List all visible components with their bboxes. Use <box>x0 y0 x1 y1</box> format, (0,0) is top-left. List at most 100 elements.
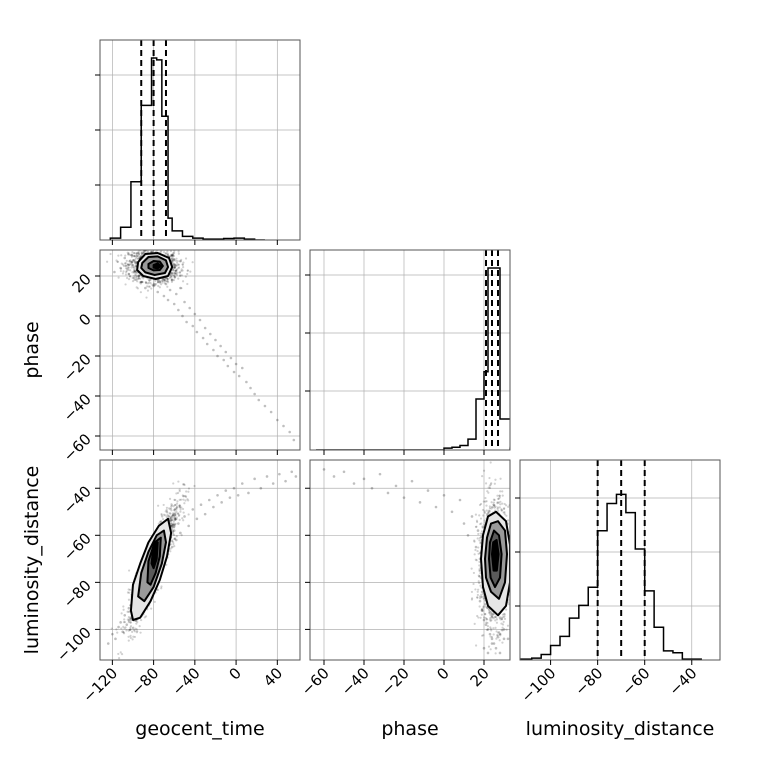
scatter-point <box>140 252 143 255</box>
scatter-point <box>477 580 480 583</box>
scatter-point <box>178 506 181 509</box>
scatter-point <box>158 281 162 284</box>
scatter-point <box>193 484 196 488</box>
scatter-point <box>172 302 176 306</box>
scatter-point <box>180 534 183 537</box>
scatter-point <box>125 623 129 627</box>
scatter-point <box>140 251 143 254</box>
scatter-point <box>149 250 153 253</box>
scatter-point <box>511 589 513 591</box>
scatter-point <box>498 616 502 619</box>
scatter-point <box>187 524 190 528</box>
scatter-point <box>483 510 486 513</box>
scatter-point <box>172 259 175 262</box>
scatter-point <box>130 254 134 257</box>
panel-frame <box>99 39 301 241</box>
scatter-point <box>503 615 506 618</box>
scatter-point <box>171 523 175 526</box>
scatter-point <box>476 590 479 593</box>
ytick-label: −100 <box>53 624 95 666</box>
scatter-point <box>493 482 496 485</box>
scatter-point <box>171 259 174 262</box>
scatter-point <box>477 616 480 619</box>
scatter-point <box>169 508 172 511</box>
scatter-point <box>173 508 176 512</box>
scatter-point <box>170 518 173 521</box>
scatter-point <box>175 505 179 508</box>
scatter-point <box>174 518 177 521</box>
scatter-point <box>478 514 481 517</box>
scatter-point <box>170 280 174 283</box>
scatter-point <box>119 621 122 624</box>
scatter-point <box>142 250 145 253</box>
scatter-point <box>135 270 138 274</box>
scatter-point <box>132 270 135 273</box>
scatter-point <box>119 651 122 654</box>
scatter-point <box>127 598 131 601</box>
scatter-point <box>490 507 493 510</box>
scatter-point <box>138 245 140 247</box>
scatter-point <box>173 276 177 279</box>
scatter-point <box>476 537 479 540</box>
scatter-point <box>139 282 142 285</box>
scatter-layer <box>106 470 298 660</box>
scatter-point <box>489 648 492 651</box>
scatter-point <box>135 271 138 275</box>
scatter-point <box>505 608 508 611</box>
scatter-point <box>161 518 165 521</box>
scatter-point <box>478 581 481 585</box>
scatter-point <box>127 263 130 266</box>
scatter-point <box>488 510 491 513</box>
scatter-point <box>496 501 499 505</box>
scatter-point <box>123 262 127 265</box>
scatter-point <box>152 282 156 285</box>
scatter-point <box>128 275 132 278</box>
scatter-point <box>499 490 502 493</box>
scatter-point <box>485 512 489 516</box>
scatter-point <box>172 540 175 544</box>
scatter-point <box>499 632 502 636</box>
scatter-point <box>136 630 139 633</box>
scatter-point <box>135 276 138 279</box>
scatter-point <box>132 266 135 269</box>
scatter-point <box>492 612 495 616</box>
scatter-point <box>170 516 173 519</box>
scatter-point <box>174 259 177 262</box>
scatter-point <box>129 636 132 640</box>
scatter-point <box>489 627 492 630</box>
scatter-point <box>173 524 176 527</box>
scatter-point <box>142 246 144 248</box>
scatter-point <box>181 517 184 520</box>
scatter-point <box>151 283 154 286</box>
scatter-point <box>476 529 480 532</box>
scatter-point <box>148 278 151 282</box>
scatter-point <box>160 520 163 523</box>
scatter-point <box>232 486 236 490</box>
scatter-point <box>245 380 248 384</box>
scatter-point <box>484 496 487 500</box>
scatter-point <box>149 282 152 285</box>
scatter-point <box>512 571 514 573</box>
scatter-point <box>131 630 134 633</box>
scatter-point <box>132 635 135 638</box>
scatter-point <box>490 642 494 645</box>
scatter-point <box>228 496 232 499</box>
scatter-point <box>171 512 175 515</box>
scatter-point <box>135 628 138 631</box>
scatter-point <box>477 588 480 591</box>
scatter-point <box>173 251 176 254</box>
scatter-point <box>386 491 390 495</box>
scatter-point <box>173 266 176 269</box>
scatter-point <box>181 263 184 266</box>
scatter-point <box>172 515 176 518</box>
scatter-point <box>173 263 176 266</box>
scatter-point <box>164 510 167 513</box>
scatter-point <box>164 247 166 249</box>
scatter-point <box>183 515 186 518</box>
scatter-point <box>474 513 478 516</box>
scatter-point <box>160 246 162 248</box>
scatter-point <box>499 477 502 480</box>
scatter-point <box>131 250 134 254</box>
scatter-point <box>480 590 483 594</box>
scatter-point <box>171 514 174 517</box>
